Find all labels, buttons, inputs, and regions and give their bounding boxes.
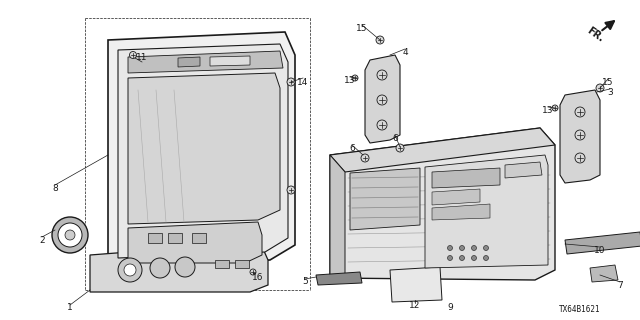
- Polygon shape: [432, 168, 500, 188]
- Text: 16: 16: [252, 274, 264, 283]
- Text: 15: 15: [602, 77, 614, 86]
- Polygon shape: [365, 55, 400, 143]
- Polygon shape: [330, 128, 555, 280]
- Polygon shape: [425, 155, 548, 268]
- Circle shape: [175, 257, 195, 277]
- Text: 6: 6: [392, 133, 398, 142]
- Text: FR.: FR.: [585, 26, 605, 44]
- Polygon shape: [565, 232, 640, 254]
- Text: 13: 13: [542, 106, 554, 115]
- Text: 1: 1: [67, 303, 73, 313]
- Circle shape: [361, 154, 369, 162]
- Polygon shape: [148, 233, 162, 243]
- Circle shape: [124, 264, 136, 276]
- Circle shape: [575, 153, 585, 163]
- Circle shape: [287, 78, 295, 86]
- Circle shape: [150, 258, 170, 278]
- Circle shape: [129, 52, 136, 59]
- Text: 3: 3: [607, 87, 613, 97]
- Circle shape: [575, 107, 585, 117]
- Circle shape: [460, 255, 465, 260]
- Circle shape: [483, 245, 488, 251]
- Polygon shape: [316, 272, 362, 285]
- Polygon shape: [210, 56, 250, 66]
- Text: 12: 12: [410, 300, 420, 309]
- Text: 7: 7: [617, 281, 623, 290]
- Polygon shape: [128, 51, 283, 73]
- Circle shape: [377, 95, 387, 105]
- Polygon shape: [390, 267, 442, 302]
- Polygon shape: [215, 260, 229, 268]
- Polygon shape: [432, 189, 480, 205]
- Circle shape: [376, 36, 384, 44]
- Text: 15: 15: [356, 23, 368, 33]
- Circle shape: [472, 245, 477, 251]
- Text: 2: 2: [39, 236, 45, 244]
- Polygon shape: [128, 73, 280, 224]
- Circle shape: [447, 255, 452, 260]
- Circle shape: [52, 217, 88, 253]
- Circle shape: [575, 130, 585, 140]
- Polygon shape: [90, 242, 268, 292]
- Circle shape: [483, 255, 488, 260]
- Circle shape: [352, 75, 358, 81]
- Text: 8: 8: [52, 183, 58, 193]
- Polygon shape: [330, 128, 555, 172]
- Circle shape: [58, 223, 82, 247]
- Text: 14: 14: [298, 77, 308, 86]
- Polygon shape: [505, 162, 542, 178]
- Polygon shape: [128, 222, 262, 263]
- Circle shape: [65, 230, 75, 240]
- Circle shape: [447, 245, 452, 251]
- Polygon shape: [350, 168, 420, 230]
- Text: 6: 6: [349, 143, 355, 153]
- Polygon shape: [192, 233, 206, 243]
- Circle shape: [472, 255, 477, 260]
- Text: 4: 4: [402, 47, 408, 57]
- Text: 10: 10: [595, 245, 605, 254]
- Text: 11: 11: [136, 52, 148, 61]
- Polygon shape: [235, 260, 249, 268]
- Circle shape: [377, 120, 387, 130]
- Polygon shape: [432, 204, 490, 220]
- Circle shape: [396, 144, 404, 152]
- Text: 13: 13: [344, 76, 356, 84]
- Circle shape: [377, 70, 387, 80]
- Circle shape: [250, 269, 256, 275]
- Circle shape: [552, 105, 558, 111]
- Polygon shape: [168, 233, 182, 243]
- Polygon shape: [560, 90, 600, 183]
- Circle shape: [118, 258, 142, 282]
- Polygon shape: [118, 44, 288, 258]
- Text: TX64B1621: TX64B1621: [559, 306, 601, 315]
- Text: 5: 5: [302, 277, 308, 286]
- Polygon shape: [108, 32, 295, 268]
- Polygon shape: [178, 57, 200, 67]
- Polygon shape: [330, 155, 345, 278]
- Circle shape: [287, 186, 295, 194]
- Circle shape: [596, 84, 604, 92]
- Text: 9: 9: [447, 303, 453, 313]
- Circle shape: [460, 245, 465, 251]
- Polygon shape: [590, 265, 618, 282]
